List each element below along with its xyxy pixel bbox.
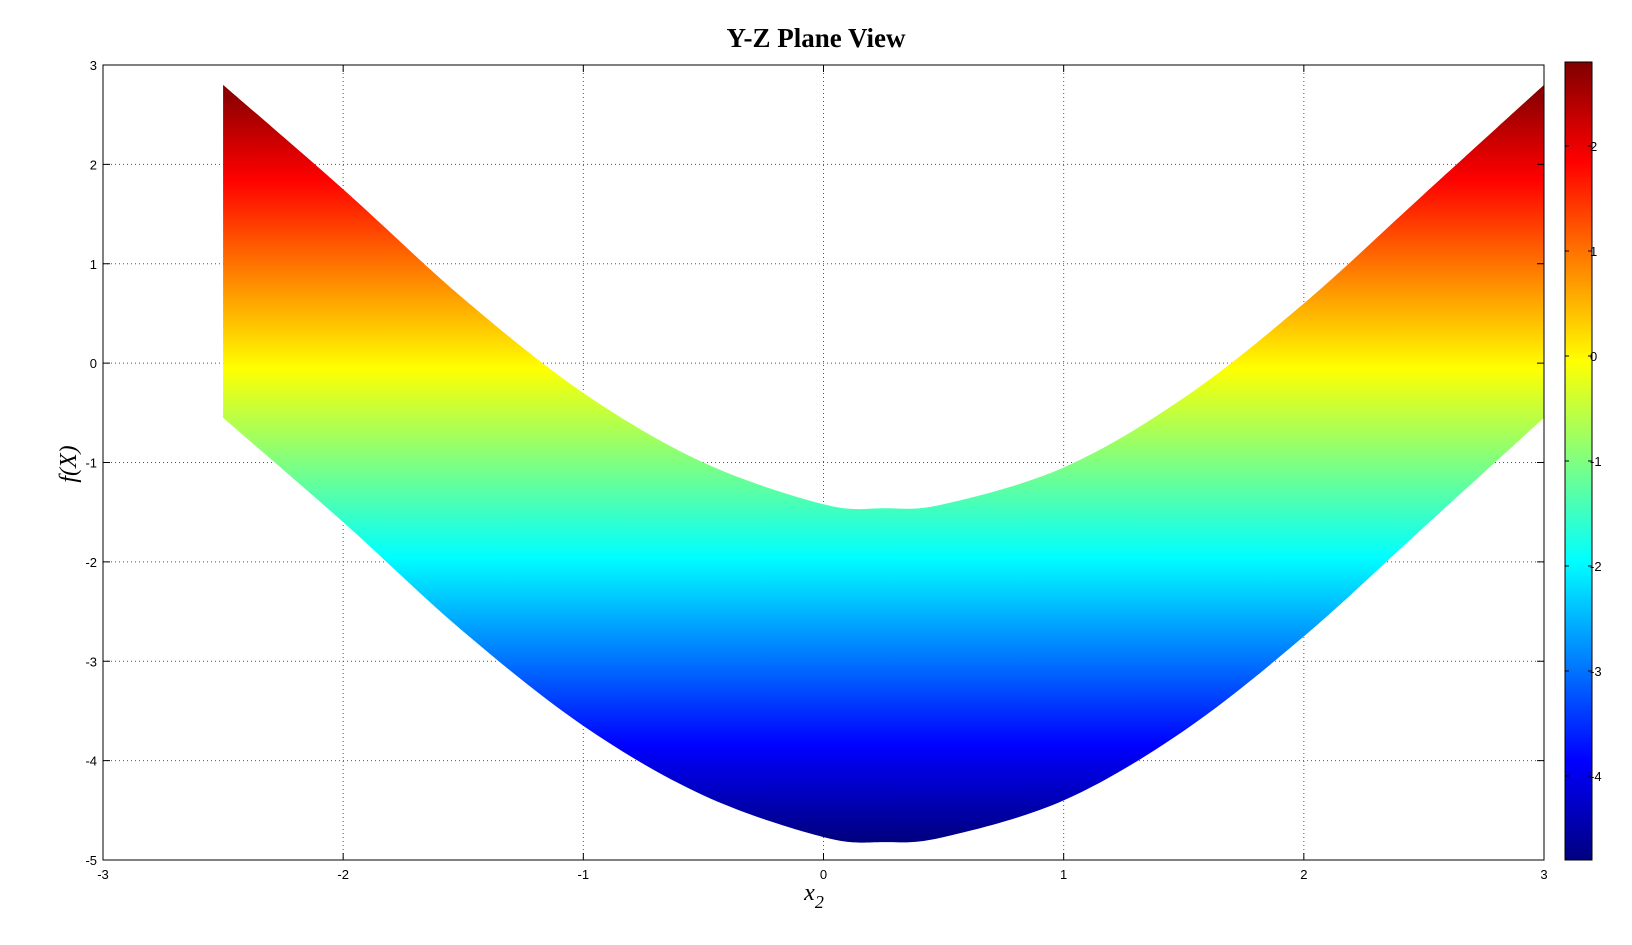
colorbar: -4 -3 -2 -1 0 1 2 xyxy=(1564,61,1602,861)
axis-ticks: -3 -2 -1 0 1 2 3 -5 -4 -3 -2 -1 0 1 2 3 xyxy=(85,58,1547,882)
x-tick-label: -3 xyxy=(97,867,109,882)
y-tick-label: 3 xyxy=(90,58,97,73)
x-tick-label: 1 xyxy=(1060,867,1067,882)
x-tick-label: 2 xyxy=(1300,867,1307,882)
surface-band xyxy=(223,84,1544,843)
colorbar-gradient xyxy=(1564,61,1593,861)
y-tick-label: -2 xyxy=(85,555,97,570)
y-tick-label: 2 xyxy=(90,157,97,172)
surface-layer xyxy=(223,84,1544,843)
colorbar-tick-label: -2 xyxy=(1590,559,1602,574)
colorbar-tick-label: -1 xyxy=(1590,454,1602,469)
y-axis-label: f(X) xyxy=(56,445,82,482)
chart-title: Y-Z Plane View xyxy=(726,23,906,53)
y-tick-label: 0 xyxy=(90,356,97,371)
colorbar-tick-label: 2 xyxy=(1590,139,1597,154)
colorbar-tick-label: -3 xyxy=(1590,664,1602,679)
x-tick-label: 0 xyxy=(820,867,827,882)
colorbar-tick-label: 1 xyxy=(1590,244,1597,259)
y-tick-label: -3 xyxy=(85,654,97,669)
y-tick-label: -1 xyxy=(85,456,97,471)
colorbar-tick-label: 0 xyxy=(1590,349,1597,364)
x-axis-label: x2 xyxy=(803,880,824,912)
y-tick-label: -5 xyxy=(85,853,97,868)
x-tick-label: 3 xyxy=(1540,867,1547,882)
y-tick-label: 1 xyxy=(90,257,97,272)
x-tick-label: -2 xyxy=(337,867,349,882)
colorbar-tick-label: -4 xyxy=(1590,769,1602,784)
y-tick-label: -4 xyxy=(85,754,97,769)
x-tick-label: -1 xyxy=(578,867,590,882)
